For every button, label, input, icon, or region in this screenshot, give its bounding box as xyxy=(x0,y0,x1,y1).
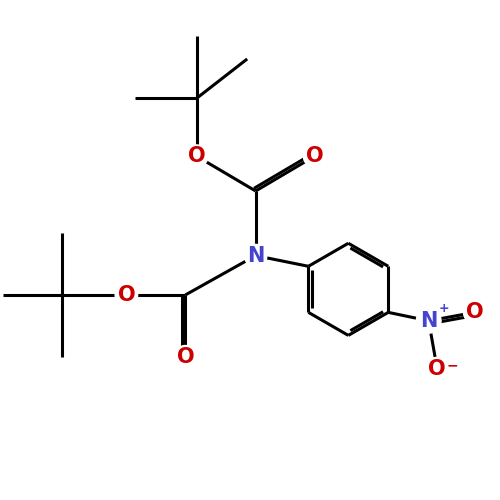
Text: O: O xyxy=(466,302,483,322)
Circle shape xyxy=(464,301,486,324)
Text: O: O xyxy=(188,146,206,166)
Text: O: O xyxy=(176,347,194,367)
Circle shape xyxy=(186,145,208,168)
Text: +: + xyxy=(439,302,450,315)
Text: O: O xyxy=(428,358,446,378)
Circle shape xyxy=(304,145,326,168)
Circle shape xyxy=(174,346,197,368)
Text: O: O xyxy=(118,285,135,305)
Circle shape xyxy=(244,244,267,267)
Circle shape xyxy=(416,308,441,333)
Circle shape xyxy=(115,284,138,306)
Text: O: O xyxy=(306,146,324,166)
Text: N: N xyxy=(420,311,438,331)
Circle shape xyxy=(426,358,448,380)
Text: N: N xyxy=(247,246,264,266)
Text: −: − xyxy=(447,358,458,372)
